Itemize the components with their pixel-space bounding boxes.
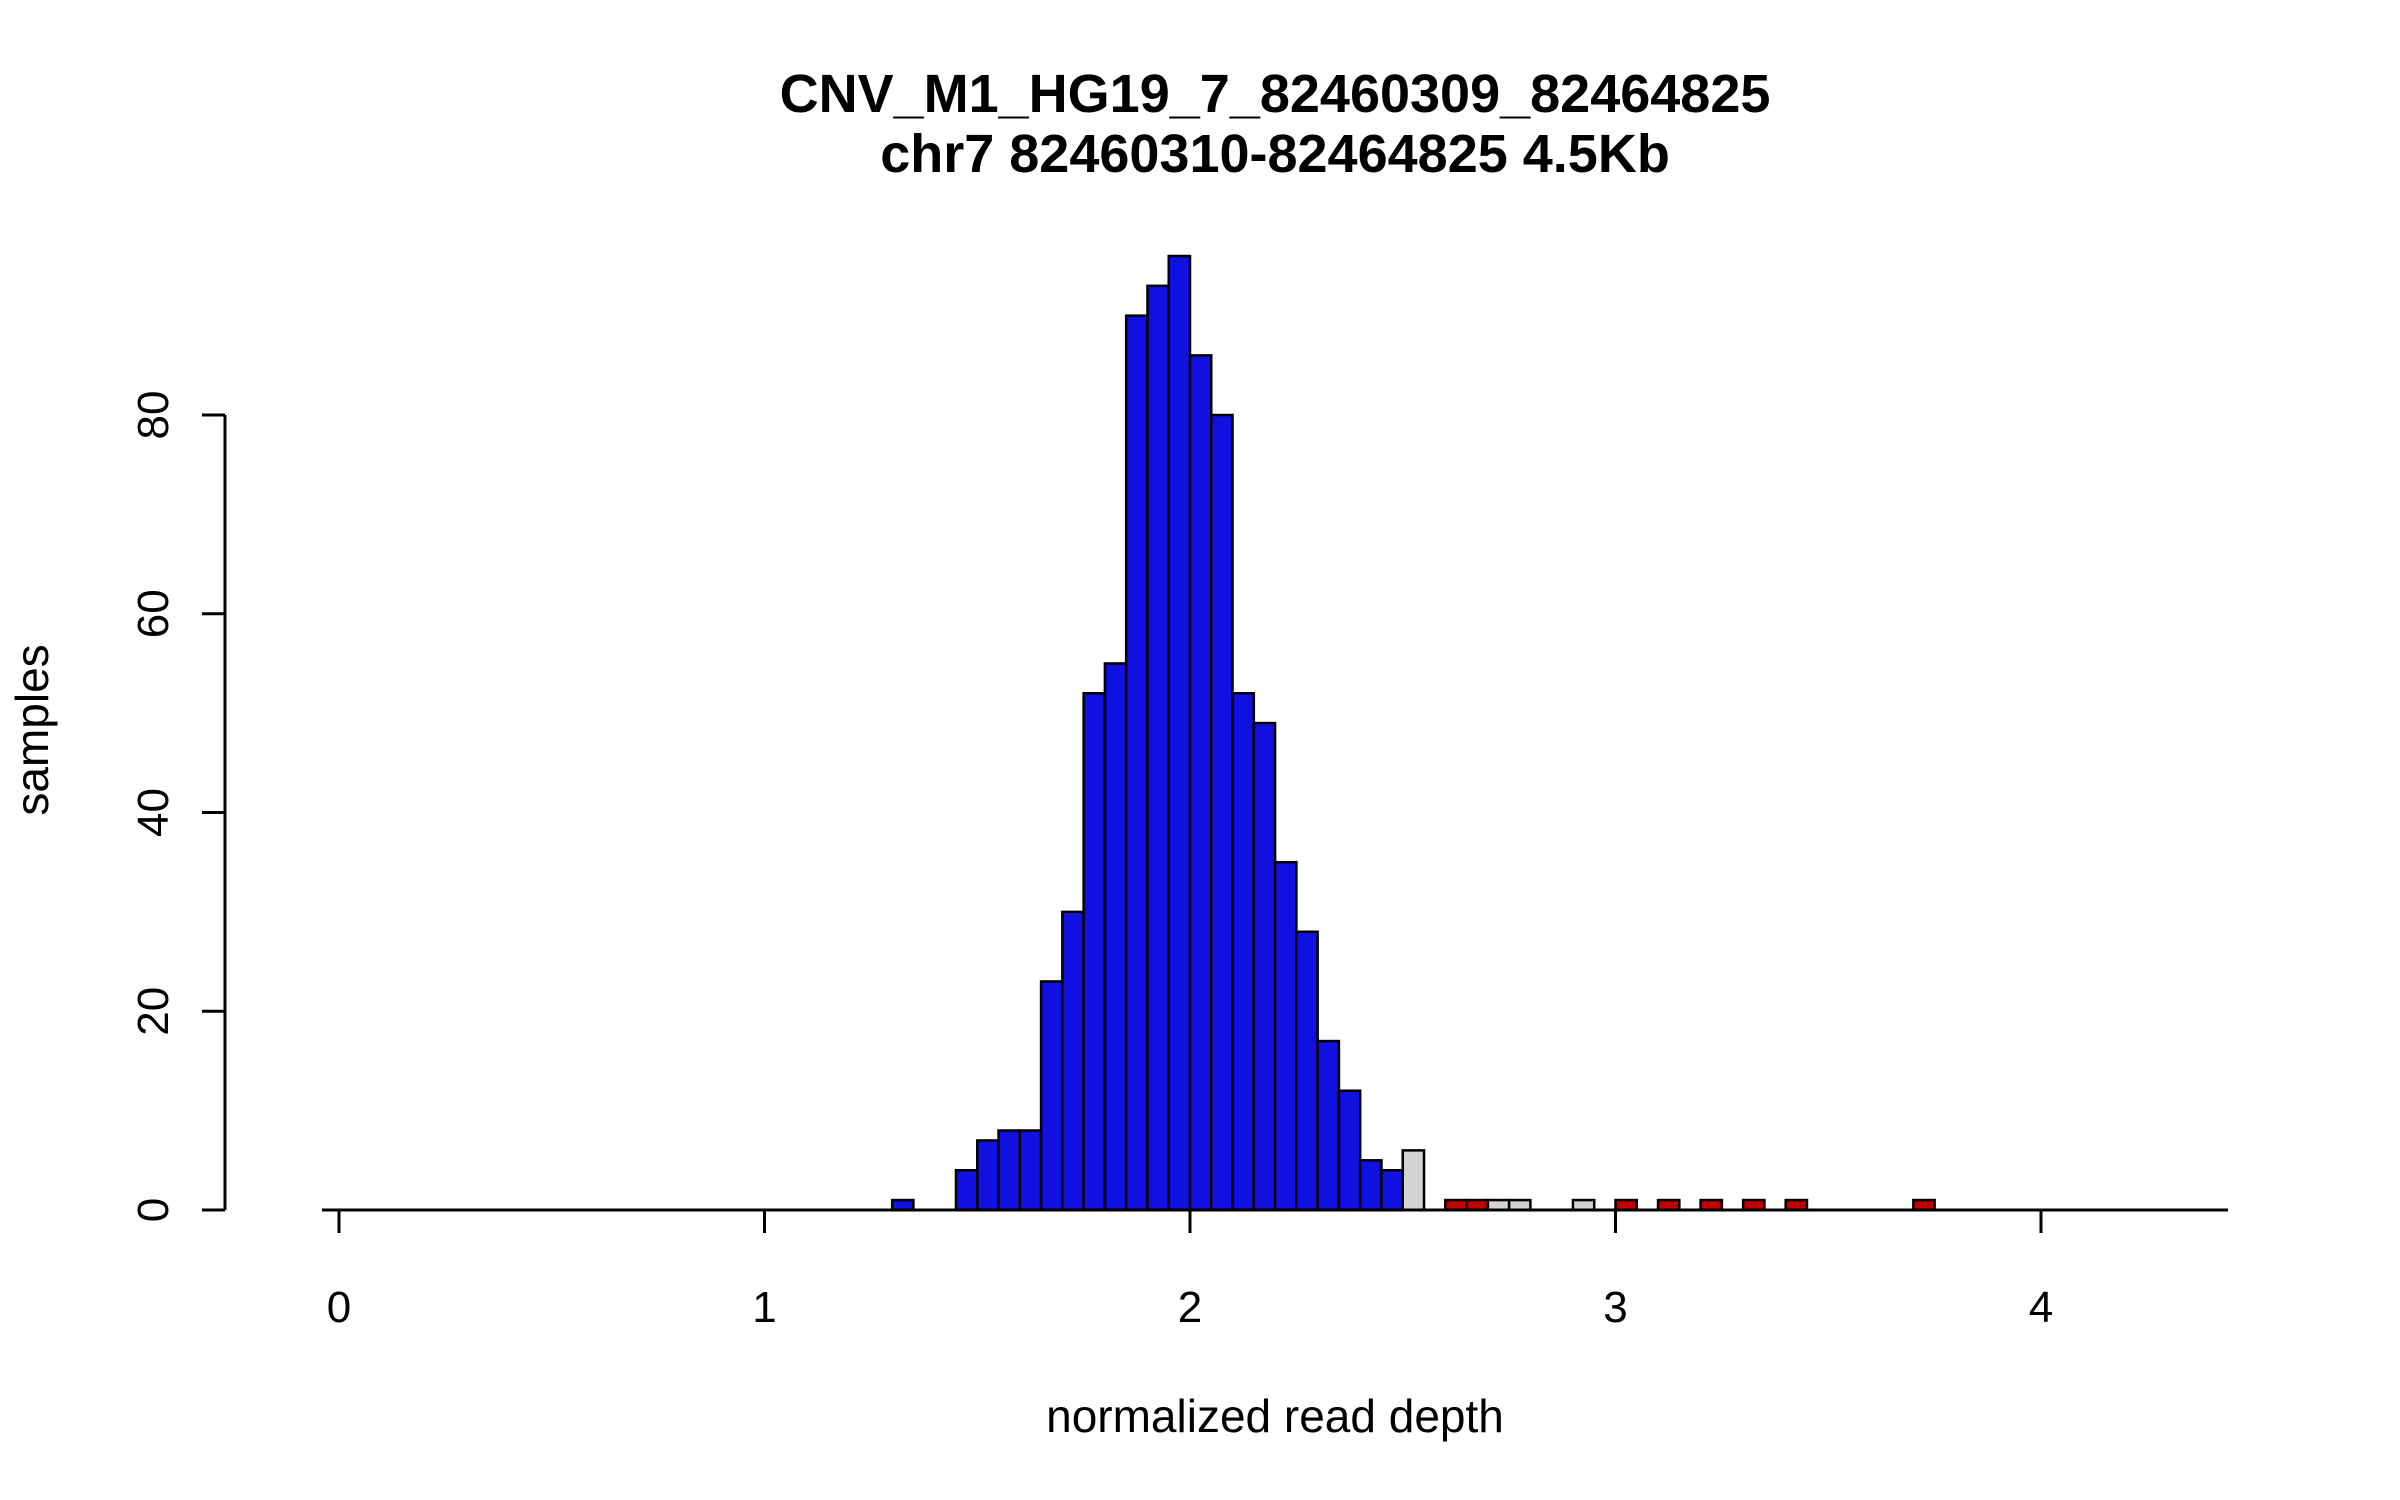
y-tick-label: 40 bbox=[129, 788, 178, 837]
x-tick-label: 2 bbox=[1178, 1283, 1202, 1332]
chart-title: CNV_M1_HG19_7_82460309_82464825 bbox=[780, 64, 1771, 124]
y-tick-label: 20 bbox=[129, 987, 178, 1036]
y-tick-label: 60 bbox=[129, 589, 178, 638]
histogram-bar bbox=[1252, 721, 1277, 1212]
histogram-bar bbox=[1316, 1039, 1341, 1212]
histogram-bar bbox=[1146, 284, 1170, 1212]
histogram-bar bbox=[1337, 1089, 1362, 1212]
histogram-bar bbox=[1358, 1159, 1383, 1212]
y-axis-title: samples bbox=[6, 644, 58, 815]
x-tick-label: 3 bbox=[1603, 1283, 1627, 1332]
histogram-bar bbox=[1210, 413, 1234, 1212]
histogram-bar bbox=[1401, 1149, 1426, 1212]
chart-subtitle: chr7 82460310-82464825 4.5Kb bbox=[880, 124, 1670, 184]
histogram-bar bbox=[1231, 692, 1256, 1212]
y-tick-label: 80 bbox=[129, 391, 178, 440]
histogram-bar bbox=[1039, 980, 1064, 1212]
histogram-bar bbox=[976, 1139, 1000, 1212]
histogram-bar bbox=[1167, 254, 1192, 1212]
histogram-bar bbox=[1082, 692, 1107, 1212]
histogram-bar bbox=[1380, 1169, 1404, 1212]
bars-group bbox=[890, 254, 1936, 1212]
histogram-bar bbox=[1273, 860, 1298, 1212]
histogram-bar bbox=[954, 1169, 979, 1212]
histogram-bar bbox=[1124, 314, 1149, 1212]
histogram-bar bbox=[1188, 354, 1213, 1212]
x-axis-title: normalized read depth bbox=[1046, 1390, 1504, 1442]
x-tick-label: 4 bbox=[2029, 1283, 2053, 1332]
histogram-bar bbox=[1018, 1129, 1043, 1212]
x-tick-label: 0 bbox=[327, 1283, 351, 1332]
histogram-bar bbox=[1295, 930, 1319, 1212]
histogram-bar bbox=[1103, 662, 1128, 1212]
histogram-bar bbox=[997, 1129, 1022, 1212]
histogram-bar bbox=[1061, 910, 1085, 1212]
x-tick-label: 1 bbox=[752, 1283, 776, 1332]
y-tick-label: 0 bbox=[129, 1198, 178, 1222]
